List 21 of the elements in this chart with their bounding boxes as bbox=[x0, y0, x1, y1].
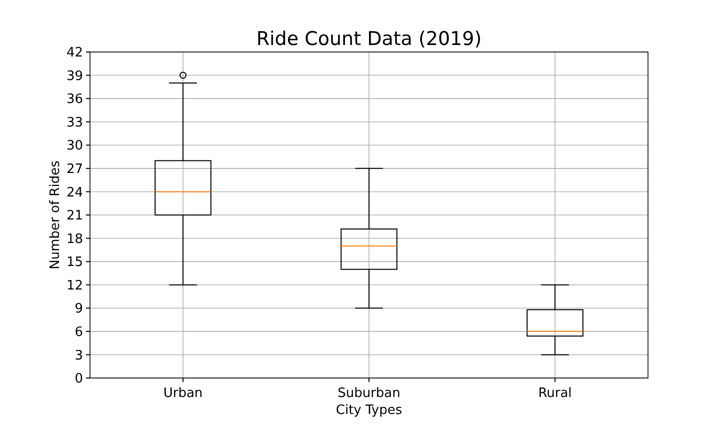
x-axis-title: City Types bbox=[336, 403, 402, 418]
x-tick-label: Suburban bbox=[338, 386, 400, 401]
x-tick-label: Urban bbox=[163, 386, 203, 401]
y-tick-label: 9 bbox=[74, 302, 83, 317]
y-tick-label: 21 bbox=[66, 208, 83, 224]
y-tick-label: 39 bbox=[66, 68, 83, 84]
y-tick-label: 0 bbox=[74, 372, 83, 387]
y-tick-label: 15 bbox=[66, 255, 83, 270]
y-tick-label: 27 bbox=[66, 162, 83, 177]
y-tick-label: 24 bbox=[66, 185, 83, 200]
y-tick-label: 3 bbox=[74, 348, 83, 364]
y-tick-label: 33 bbox=[66, 115, 83, 130]
y-tick-label: 18 bbox=[66, 232, 83, 247]
chart-title: Ride Count Data (2019) bbox=[256, 28, 482, 50]
y-axis-title: Number of Rides bbox=[48, 160, 63, 270]
y-tick-label: 42 bbox=[66, 46, 83, 61]
y-tick-label: 12 bbox=[66, 278, 83, 294]
x-tick-label: Rural bbox=[538, 386, 572, 401]
y-tick-label: 30 bbox=[66, 138, 83, 154]
y-tick-label: 6 bbox=[74, 324, 83, 340]
y-tick-label: 36 bbox=[66, 92, 83, 108]
